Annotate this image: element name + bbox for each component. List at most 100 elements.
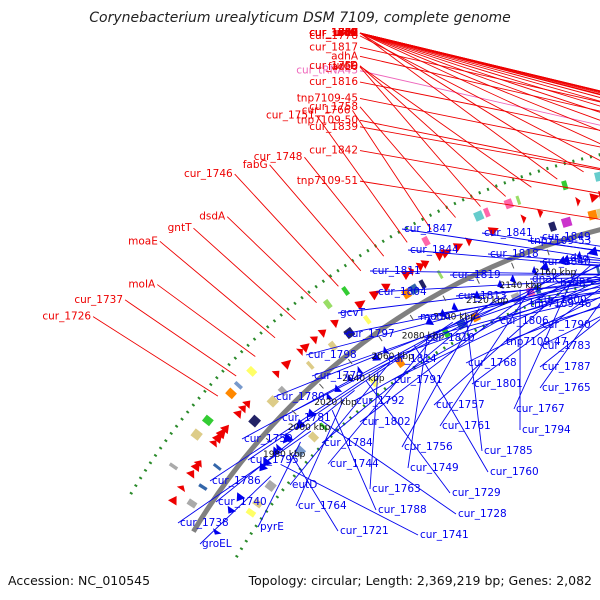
reverse-gene-label: cur_1780: [276, 391, 325, 403]
reverse-leader: [539, 316, 600, 347]
reverse-leader: [391, 279, 600, 381]
forward-gene-label: cur_tRNA43: [296, 65, 358, 77]
forward-leader: [359, 46, 600, 103]
reverse-leader: [369, 270, 600, 275]
reverse-leader: [199, 475, 272, 545]
forward-gene-arrow: [309, 336, 318, 345]
reverse-gene-label: cur_1729: [452, 487, 501, 499]
forward-leader: [359, 32, 600, 121]
cog-block-reverse: [307, 431, 320, 443]
reverse-gene-label: cur_1804: [378, 286, 427, 298]
reverse-gene-arrow: [357, 365, 364, 374]
forward-gene-label: tnp7109-51: [297, 175, 358, 187]
reverse-leader: [375, 279, 600, 293]
cog-block-forward: [225, 387, 237, 400]
label-leaders: [92, 32, 600, 545]
forward-leader: [159, 240, 276, 339]
forward-gene-arrow: [434, 252, 444, 262]
reverse-leader: [177, 430, 312, 524]
reverse-gene-label: cur_1750: [244, 433, 293, 445]
forward-gene-label: dsdA: [199, 211, 226, 223]
forward-leader: [359, 32, 558, 180]
reverse-gene-label: cur_1814: [388, 353, 437, 365]
forward-leader: [359, 65, 507, 197]
reverse-leader: [407, 337, 428, 469]
forward-leader: [359, 32, 600, 92]
reverse-gene-label: cur_1788: [378, 504, 427, 516]
kbp-tick: [319, 383, 324, 389]
forward-gene-arrow: [487, 227, 499, 237]
reverse-leader: [321, 301, 494, 444]
forward-leader: [359, 106, 456, 218]
reverse-gene-label: cur_1802: [362, 416, 411, 428]
forward-gene-arrow: [440, 249, 452, 259]
reverse-leader: [529, 277, 600, 280]
reverse-gene-label: tnp7109-46: [530, 298, 592, 310]
forward-gene-arrow: [330, 319, 339, 329]
reverse-leader: [321, 420, 457, 515]
reverse-gene-arrow: [562, 254, 571, 264]
reverse-gene-arrow: [539, 261, 550, 271]
reverse-leader: [343, 282, 600, 335]
reverse-gene-label: cur_1792: [356, 395, 405, 407]
forward-gene-label: ureD: [333, 60, 358, 72]
forward-gene-label: cur_1726: [42, 311, 91, 323]
reverse-gene-label: cur_1841: [484, 227, 533, 239]
reverse-leader: [365, 380, 451, 494]
forward-leader: [359, 55, 600, 112]
forward-leader: [359, 119, 600, 169]
cog-block-forward: [341, 286, 351, 296]
cog-block-center: [186, 498, 198, 509]
kbp-tick-label: 2120 kbp: [466, 296, 509, 306]
reverse-leader: [465, 296, 600, 364]
forward-gene-arrow: [280, 359, 292, 370]
kbp-tick-label: 2020 kbp: [314, 398, 357, 408]
forward-gene-label: cur_1759: [309, 60, 358, 72]
cog-block-center: [595, 208, 600, 219]
reverse-gene-label: cur_1787: [542, 361, 591, 373]
reverse-gene-label: cur_1844: [410, 244, 459, 256]
genome-backbone: [191, 227, 600, 533]
reverse-gene-label: cur_1768: [468, 357, 517, 369]
forward-gene-arrow: [237, 405, 246, 414]
reverse-gene-label: cur_1798: [308, 349, 357, 361]
reverse-gene-label: groEL: [202, 538, 232, 550]
cog-block-center: [212, 463, 222, 471]
forward-gene-label: cur_1807: [309, 27, 358, 39]
reverse-gene-label: cur_1800: [538, 294, 587, 306]
cog-block-center: [401, 288, 412, 300]
kbp-tick: [291, 409, 297, 415]
gc-ring-0: [129, 153, 600, 495]
reverse-leader: [465, 315, 483, 452]
reverse-gene-arrow: [236, 492, 246, 502]
forward-gene-label: tnp7109-50: [297, 114, 358, 126]
forward-gene-label: fabG: [243, 159, 268, 171]
reverse-gene-label: cur_1740: [218, 496, 267, 508]
reverse-leader: [311, 274, 600, 377]
reverse-gene-label: cur_1738: [180, 517, 229, 529]
reverse-gene-arrow: [473, 290, 482, 300]
cog-block-forward: [503, 198, 515, 210]
reverse-leader: [280, 463, 419, 536]
reverse-leader: [497, 297, 600, 322]
reverse-leader: [257, 441, 301, 528]
forward-gene-arrow: [589, 193, 600, 203]
cog-block-reverse: [245, 507, 257, 518]
forward-gene-label: moaE: [128, 235, 158, 247]
forward-leader: [193, 227, 296, 321]
kbp-tick-label: 2060 kbp: [371, 352, 414, 362]
reverse-leader: [331, 410, 377, 511]
forward-leader: [359, 150, 600, 194]
cog-block-forward: [322, 298, 333, 310]
forward-leader: [359, 32, 600, 145]
forward-gene-label: cur_1782: [309, 27, 358, 39]
reverse-gene-label: cur_1728: [458, 508, 507, 520]
cog-block-reverse: [319, 422, 328, 431]
reverse-gene-label: cur_1795: [250, 454, 299, 466]
reverse-leader: [414, 345, 489, 473]
reverse-gene-arrow: [259, 462, 268, 472]
forward-leader: [359, 32, 600, 98]
reverse-gene-label: cur_1801: [474, 378, 523, 390]
reverse-leader: [290, 452, 339, 532]
